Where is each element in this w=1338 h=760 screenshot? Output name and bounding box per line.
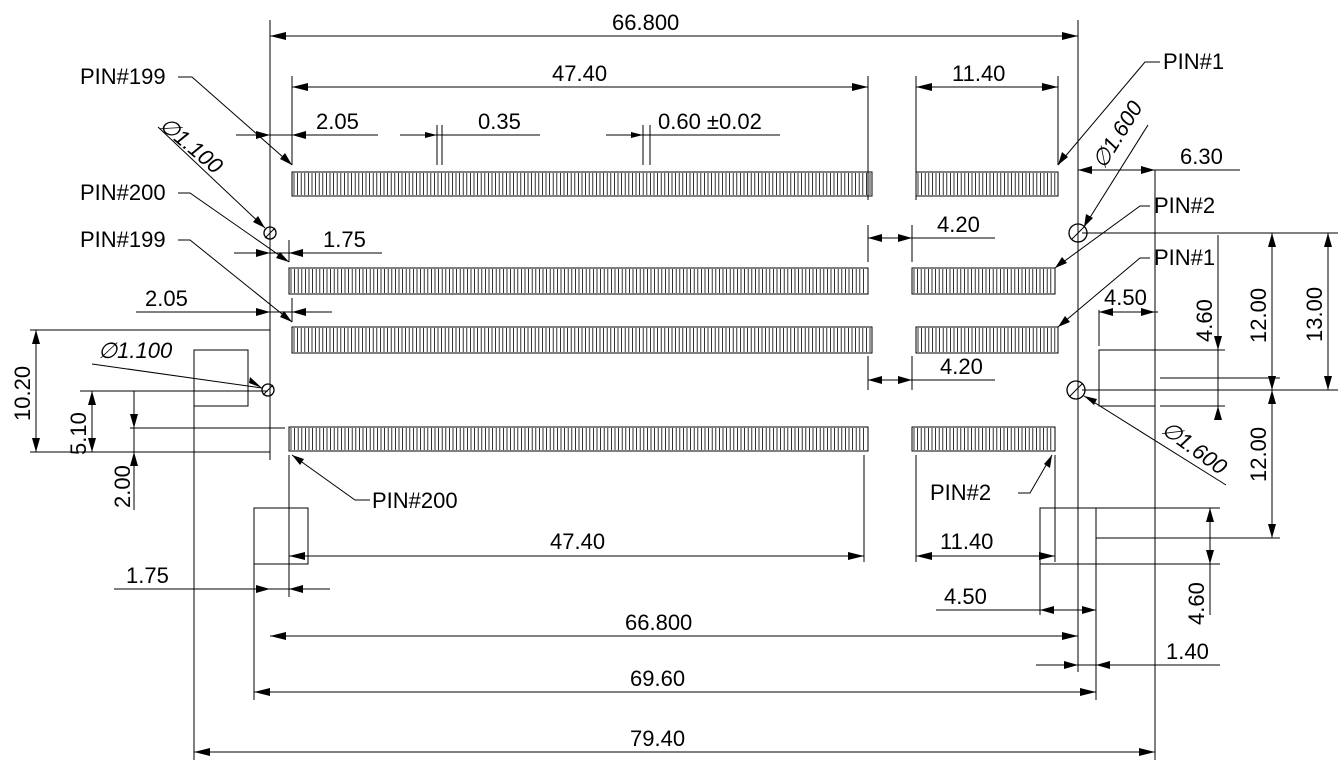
- pin-row-2-long: [289, 268, 868, 294]
- pin-row-outline: [912, 427, 1055, 451]
- pin-row-outline: [912, 268, 1055, 294]
- pad-left-upper: [194, 350, 248, 406]
- pin-rows: [289, 172, 1058, 451]
- pin-row-1-long: [292, 172, 872, 196]
- pin-row-4-long: [289, 427, 868, 451]
- dim-pitch-offset: 2.05: [316, 109, 359, 134]
- pin-slots: [918, 328, 1055, 352]
- pin-slots: [914, 269, 1051, 293]
- extension-lines: [30, 20, 1338, 760]
- dim-slot-gap: 0.35: [478, 109, 521, 134]
- dim-right-450-top: 4.50: [1104, 285, 1147, 310]
- pin-label-2-bottom: PIN#2: [930, 480, 991, 505]
- pin-row-3-short: [916, 327, 1058, 353]
- pin-slots: [294, 173, 870, 195]
- dim-right-450-bot: 4.50: [944, 584, 987, 609]
- dim-bottom-row-short: 11.40: [940, 529, 993, 554]
- pin-label-1-lower: PIN#1: [1154, 245, 1215, 270]
- dim-offset-205: 2.05: [145, 286, 188, 311]
- pin-label-200-upper: PIN#200: [80, 180, 166, 205]
- dim-offset-175-bot: 1.75: [126, 563, 169, 588]
- leader-lines: [92, 62, 1226, 500]
- dim-right-1200-bot: 12.00: [1246, 427, 1271, 482]
- pin-label-1-top: PIN#1: [1163, 49, 1224, 74]
- dim-top-row-long: 47.40: [552, 61, 607, 86]
- dim-top-overall: 66.800: [612, 10, 679, 35]
- dim-left-510: 5.10: [66, 412, 91, 455]
- pin-slots: [294, 328, 870, 352]
- dim-left-1020: 10.20: [10, 366, 35, 421]
- pin-label-199-lower: PIN#199: [80, 227, 166, 252]
- pin-slots: [291, 269, 863, 293]
- dimension-labels: 66.800 47.40 11.40 2.05 0.35 0.60 ±0.02 …: [10, 10, 1327, 751]
- pad-left-lower: [254, 508, 308, 564]
- dim-bottom-6960: 69.60: [630, 666, 685, 691]
- pin-row-outline: [289, 427, 868, 451]
- dim-gap-420-mid: 4.20: [940, 354, 983, 379]
- dim-hole-large-top: ∅1.600: [1087, 96, 1148, 173]
- dim-top-row-short: 11.40: [952, 61, 1005, 86]
- pin-label-2-upper: PIN#2: [1154, 193, 1215, 218]
- dim-pin-pitch: 0.60 ±0.02: [658, 109, 762, 134]
- pin-row-4-short: [912, 427, 1055, 451]
- dim-right-630: 6.30: [1180, 144, 1223, 169]
- pin-slots: [291, 428, 863, 450]
- dim-hole-small-mid: ∅1.100: [98, 338, 173, 363]
- dim-right-1300: 13.00: [1302, 287, 1327, 342]
- pin-label-200-bottom: PIN#200: [372, 488, 458, 513]
- pad-right-upper: [1099, 350, 1155, 406]
- dim-gap-420-top: 4.20: [937, 212, 980, 237]
- pin-row-2-short: [912, 268, 1055, 294]
- dim-bottom-row-long: 47.40: [550, 529, 605, 554]
- pin-label-199-top: PIN#199: [80, 64, 166, 89]
- small-hole-mid: [262, 384, 274, 396]
- pin-slots: [914, 428, 1051, 450]
- dim-right-1200-top: 12.00: [1246, 288, 1271, 343]
- pin-slots: [918, 173, 1055, 195]
- pads: [194, 350, 1155, 564]
- pin-labels: PIN#199 PIN#1 PIN#200 PIN#2 PIN#199 PIN#…: [80, 49, 1224, 513]
- dim-hole-small-top: ∅1.100: [155, 112, 229, 179]
- dimension-lines: [32, 32, 1332, 756]
- dim-left-200: 2.00: [110, 465, 135, 508]
- dim-bottom-66800: 66.800: [625, 610, 692, 635]
- dim-right-460-top: 4.60: [1192, 299, 1217, 342]
- dim-right-140: 1.40: [1166, 639, 1209, 664]
- dim-hole-large-mid: ∅1.600: [1157, 416, 1232, 480]
- pin-row-3-long: [292, 327, 872, 353]
- dim-offset-175-top: 1.75: [323, 227, 366, 252]
- pin-row-outline: [289, 268, 868, 294]
- pin-row-1-short: [916, 172, 1058, 196]
- dim-right-460-bot: 4.60: [1184, 582, 1209, 625]
- pad-right-lower: [1040, 508, 1096, 564]
- dim-bottom-7940: 79.40: [630, 726, 685, 751]
